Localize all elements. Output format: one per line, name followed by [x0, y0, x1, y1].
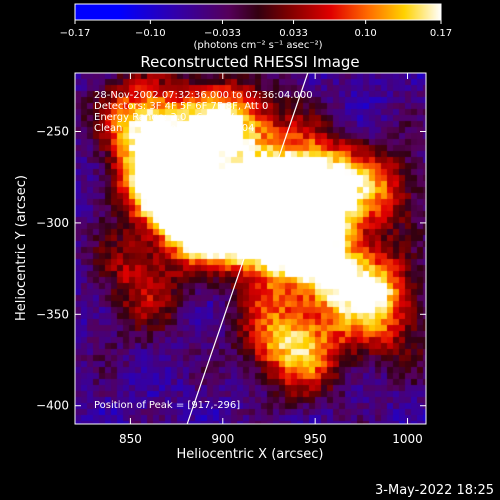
colorbar-ticks: −0.17 −0.10 −0.033 0.033 0.10 0.17 — [60, 20, 452, 39]
x-axis: 850 900 950 1000 — [119, 73, 423, 446]
y-axis-label: Heliocentric Y (arcsec) — [14, 175, 29, 321]
annotation-counts: Clean Total counts: 2.54E+04 — [94, 123, 254, 134]
colorbar-tick-label: −0.033 — [204, 28, 241, 39]
chart-title: Reconstructed RHESSI Image — [140, 53, 359, 71]
y-tick-label: −400 — [36, 399, 69, 413]
y-tick-label: −250 — [36, 125, 69, 139]
colorbar-tick-label: 0.033 — [279, 28, 308, 39]
annotation-energy: Energy Range: 3.0 - 6.0 keV — [94, 112, 234, 123]
colorbar-tick-label: 0.10 — [355, 28, 377, 39]
peak-position-label: Position of Peak = [917,-296] — [94, 400, 240, 411]
x-axis-label: Heliocentric X (arcsec) — [177, 447, 324, 462]
colorbar-tick-label: 0.17 — [430, 28, 452, 39]
y-tick-label: −350 — [36, 307, 69, 321]
timestamp: 3-May-2022 18:25 — [375, 483, 494, 498]
x-tick-label: 1000 — [392, 432, 423, 446]
x-tick-label: 950 — [304, 432, 327, 446]
x-tick-label: 900 — [211, 432, 234, 446]
y-axis: −250 −300 −350 −400 — [36, 125, 426, 413]
colorbar-tick-label: −0.10 — [135, 28, 166, 39]
solar-limb-line — [186, 73, 309, 424]
annotation-detectors: Detectors: 3F 4F 5F 6F 7F 8F, Att 0 — [94, 101, 268, 112]
colorbar: −0.17 −0.10 −0.033 0.033 0.10 0.17 (photons c… — [60, 3, 452, 51]
y-tick-label: −300 — [36, 216, 69, 230]
colorbar-tick-label: −0.17 — [60, 28, 91, 39]
info-annotations: 28-Nov-2002 07:32:36.000 to 07:36:04.000… — [94, 90, 313, 411]
colorbar-units-label: (photons cm⁻² s⁻¹ asec⁻²) — [193, 40, 322, 51]
colorbar-gradient — [74, 3, 442, 21]
plot-frame — [74, 72, 427, 425]
annotation-time: 28-Nov-2002 07:32:36.000 to 07:36:04.000 — [94, 90, 313, 101]
x-tick-label: 850 — [119, 432, 142, 446]
